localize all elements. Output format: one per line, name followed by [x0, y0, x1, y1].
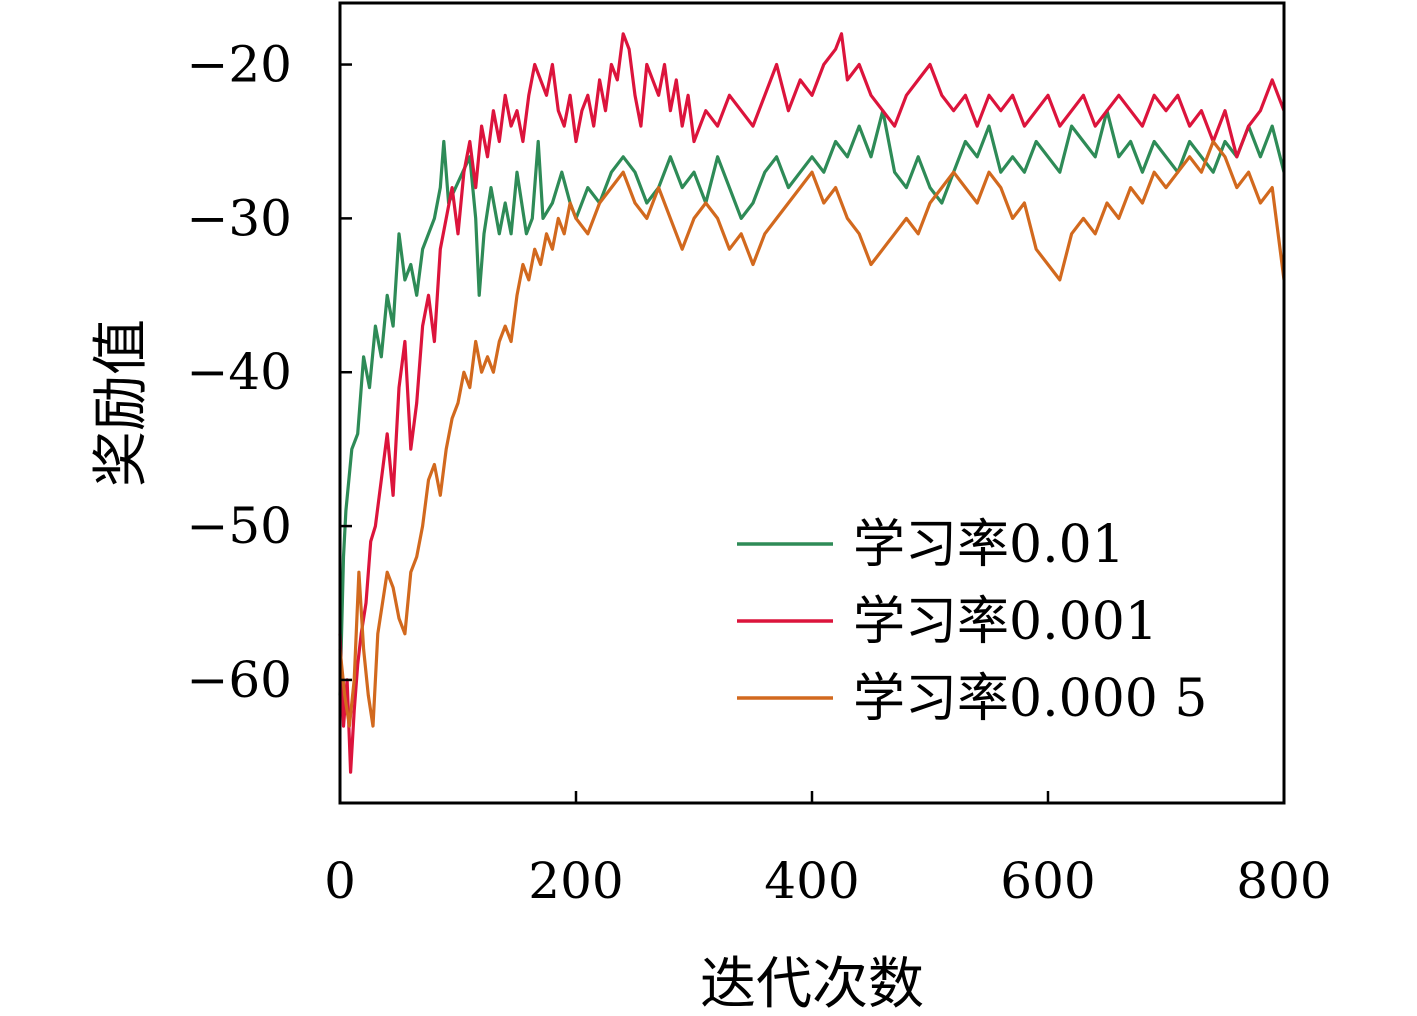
y-tick-label: −30: [186, 189, 292, 247]
x-tick-label: 600: [1000, 852, 1095, 910]
series-line-1: [338, 109, 1286, 696]
y-tick-label: −20: [186, 36, 292, 94]
x-tick-label: 400: [764, 852, 859, 910]
axis-ticks: 0 200 400 600 800 −20 −30 −40 −50 −60: [186, 36, 1331, 910]
x-tick-label: 0: [324, 852, 356, 910]
legend: 学习率0.01 学习率0.001 学习率0.000 5: [737, 515, 1207, 729]
legend-label: 学习率0.01: [853, 515, 1125, 575]
x-tick-label: 200: [528, 852, 623, 910]
legend-label: 学习率0.000 5: [853, 669, 1207, 729]
y-tick-label: −60: [186, 651, 292, 709]
series-line-3: [338, 139, 1286, 728]
y-tick-label: −40: [186, 343, 292, 401]
series-line-2: [338, 32, 1286, 774]
series-layer: [338, 32, 1286, 774]
y-axis-title: 奖励值: [89, 319, 154, 487]
x-axis-title: 迭代次数: [700, 952, 924, 1016]
x-tick-label: 800: [1236, 852, 1331, 910]
legend-label: 学习率0.001: [853, 592, 1158, 652]
y-tick-label: −50: [186, 497, 292, 555]
